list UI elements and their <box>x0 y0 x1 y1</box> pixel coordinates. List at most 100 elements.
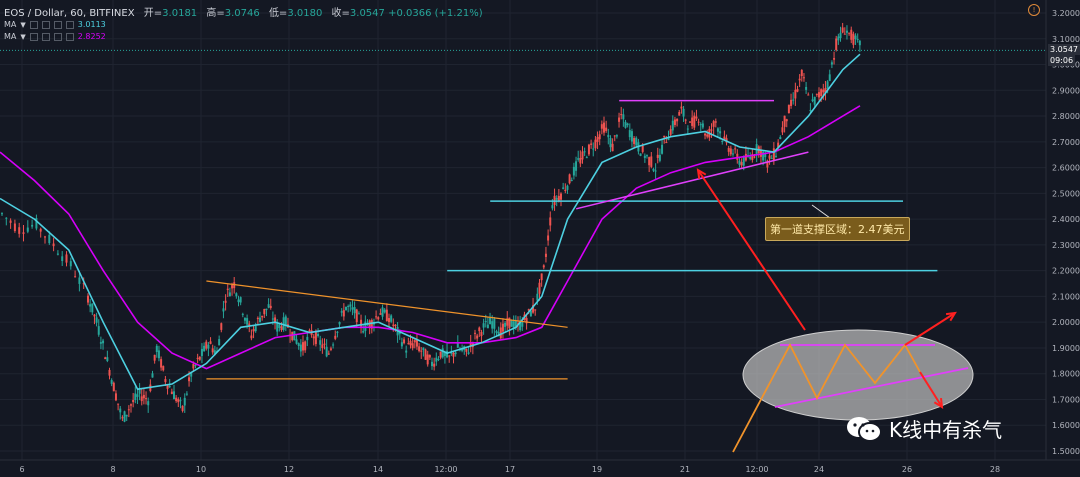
candle-body <box>686 128 689 130</box>
candle-body <box>299 344 302 352</box>
candle-body <box>845 30 848 33</box>
eye-icon[interactable] <box>29 32 38 41</box>
candle-body <box>347 306 350 308</box>
candle-body <box>551 205 554 209</box>
candle-body <box>542 265 545 268</box>
candle-body <box>469 342 472 346</box>
candle-body <box>237 299 240 303</box>
settings-icon[interactable] <box>41 32 50 41</box>
candle-body <box>676 118 679 122</box>
candle-body <box>263 308 266 315</box>
candle-body <box>598 134 601 140</box>
candle-body <box>626 123 629 126</box>
ma-fast-legend[interactable]: MA ▼ 3.0113 <box>4 20 106 29</box>
candle-body <box>682 108 685 117</box>
settings-icon[interactable] <box>41 20 50 29</box>
channel-bottom-line <box>576 151 809 210</box>
eye-icon[interactable] <box>29 20 38 29</box>
candle-body <box>222 308 225 312</box>
candle-body <box>751 154 754 161</box>
y-tick-label: 2.6000 <box>1052 164 1080 173</box>
candle-body <box>532 305 535 313</box>
chevron-down-icon[interactable]: ▼ <box>20 32 26 41</box>
candle-body <box>480 331 483 337</box>
candle-body <box>5 217 8 219</box>
candle-body <box>538 282 541 294</box>
candle-body <box>697 121 700 123</box>
more-icon[interactable] <box>65 32 74 41</box>
ma-slow-line <box>0 105 861 370</box>
candle-body <box>282 317 285 330</box>
candle-body <box>706 134 709 137</box>
candle-body <box>519 321 522 331</box>
candle-body <box>61 256 64 262</box>
candle-body <box>693 115 696 128</box>
candle-body <box>824 87 827 94</box>
support-annotation: 第一道支撑区域：2.47美元 <box>765 217 910 241</box>
candle-body <box>714 121 717 123</box>
candle-body <box>609 137 612 148</box>
low-label: 低= <box>268 8 288 19</box>
info-icon[interactable]: ! <box>1028 4 1040 16</box>
candle-body <box>433 363 436 367</box>
candle-body <box>261 315 264 318</box>
x-tick-label: 17 <box>505 465 515 474</box>
candle-body <box>52 243 55 247</box>
candle-body <box>160 359 163 368</box>
ma-slow-legend[interactable]: MA ▼ 2.8252 <box>4 32 106 41</box>
candle-body <box>560 193 562 200</box>
candle-body <box>489 317 492 324</box>
candle-body <box>587 144 590 155</box>
symbol-label[interactable]: EOS / Dollar, 60, BITFINEX <box>4 8 135 19</box>
candle-body <box>314 331 317 345</box>
candle-body <box>641 145 644 152</box>
candle-body <box>787 104 790 114</box>
chat-bubble-icon <box>845 415 883 443</box>
candle-body <box>684 119 687 121</box>
candle-body <box>624 121 627 128</box>
candle-body <box>843 33 846 35</box>
y-tick-label: 1.8000 <box>1052 370 1080 379</box>
candle-body <box>781 127 784 133</box>
candle-body <box>123 411 126 422</box>
candle-body <box>689 121 691 123</box>
chevron-down-icon[interactable]: ▼ <box>20 20 26 29</box>
candle-body <box>403 339 406 344</box>
candle-body <box>854 35 857 40</box>
candle-body <box>304 341 307 351</box>
candle-body <box>749 156 752 159</box>
candle-body <box>114 393 117 401</box>
candle-body <box>142 394 145 399</box>
candle-body <box>467 352 470 354</box>
close-icon[interactable] <box>53 20 62 29</box>
candle-body <box>235 293 238 297</box>
candle-body <box>157 350 160 359</box>
candle-body <box>278 324 281 329</box>
candle-body <box>710 129 713 131</box>
candle-body <box>852 33 855 45</box>
candle-body <box>173 391 175 400</box>
candle-body <box>572 166 575 176</box>
more-icon[interactable] <box>65 20 74 29</box>
candle-body <box>815 93 818 95</box>
candle-body <box>807 94 810 96</box>
candle-body <box>250 335 253 339</box>
candle-body <box>383 309 386 313</box>
candle-body <box>811 99 814 102</box>
candle-body <box>370 319 373 329</box>
close-icon[interactable] <box>53 32 62 41</box>
candle-body <box>179 400 182 402</box>
candle-body <box>405 350 408 353</box>
ma-slow-label: MA <box>4 32 17 41</box>
candle-body <box>577 158 580 160</box>
candle-body <box>218 339 221 346</box>
candle-body <box>695 116 698 119</box>
candle-body <box>93 314 96 317</box>
candle-body <box>600 124 603 129</box>
candle-body <box>145 398 148 400</box>
candle-body <box>818 92 820 98</box>
high-value: 3.0746 <box>224 8 260 19</box>
arrow-breakdown-head <box>933 397 944 409</box>
candle-body <box>181 405 184 411</box>
